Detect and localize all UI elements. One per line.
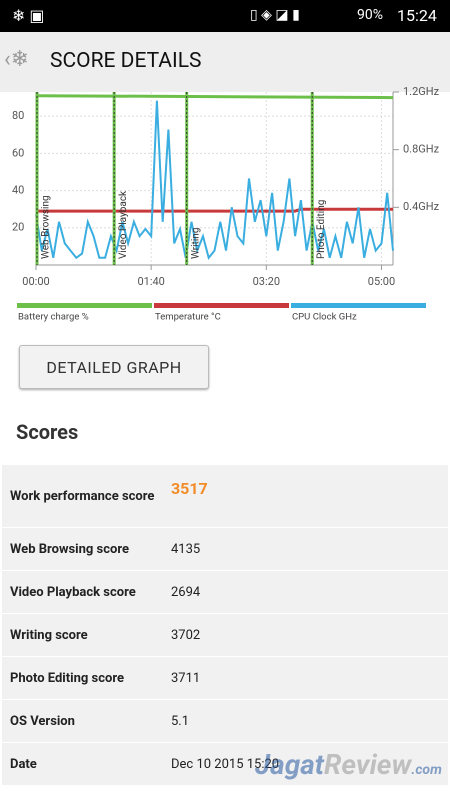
score-row: Web Browsing score 4135 xyxy=(2,528,448,571)
score-value: Dec 10 2015 15:20 xyxy=(171,756,280,772)
score-label: Video Playback score xyxy=(10,584,136,600)
clock: 15:24 xyxy=(397,6,437,25)
section-label: Writing xyxy=(190,228,201,259)
back-button[interactable]: ‹❄ xyxy=(4,47,30,72)
section-label: Web Browsing xyxy=(41,195,52,259)
legend-label: Battery charge % xyxy=(18,312,89,323)
score-row: Photo Editing score 3711 xyxy=(2,657,448,700)
score-row: Writing score 3702 xyxy=(2,614,448,657)
score-value: 4135 xyxy=(171,541,201,557)
y-tick-label: 60 xyxy=(12,146,24,159)
battery-text: 90% xyxy=(357,7,383,23)
x-tick-label: 03:20 xyxy=(253,275,280,288)
title: SCORE DETAILS xyxy=(50,49,202,73)
score-label: Date xyxy=(10,756,37,772)
watermark-part: Review xyxy=(323,748,412,781)
y2-tick-label: 0.8GHz xyxy=(403,143,440,156)
x-tick-label: 05:00 xyxy=(368,275,395,288)
series-line xyxy=(35,100,394,260)
y-tick-label: 40 xyxy=(12,183,24,196)
legend-swatch xyxy=(291,303,426,308)
legend-label: Temperature °C xyxy=(155,312,221,323)
x-tick-label: 00:00 xyxy=(22,275,49,288)
status-icons: ❄ ▣ xyxy=(12,6,45,25)
series-line xyxy=(35,94,394,100)
section-label: Video Playback xyxy=(118,190,129,259)
series-line xyxy=(36,207,393,213)
score-value: 2694 xyxy=(171,584,201,600)
detailed-graph-button[interactable]: DETAILED GRAPH xyxy=(19,345,209,389)
scores-table: Work performance score 3517 Web Browsing s… xyxy=(2,465,448,786)
score-value: 3702 xyxy=(171,627,201,643)
legend-label: CPU Clock GHz xyxy=(292,312,357,323)
watermark-part: Jagat xyxy=(255,748,324,781)
app-bar: ‹❄ SCORE DETAILS xyxy=(0,32,450,92)
score-label: Writing score xyxy=(10,627,88,643)
section-label: Photo Editing xyxy=(316,200,327,259)
score-label: Photo Editing score xyxy=(10,670,124,686)
chart: 20 40 60 80 0.4GHz 0.8GHz 1.2GHz 00:00 01:40 03:2… xyxy=(12,85,440,323)
legend-swatch xyxy=(17,303,152,308)
legend-swatch xyxy=(154,303,289,308)
score-row: Work performance score 3517 xyxy=(2,465,448,528)
score-label: OS Version xyxy=(10,713,75,729)
score-label: Work performance score xyxy=(10,488,155,504)
scores-heading: Scores xyxy=(16,420,79,444)
y2-tick-label: 0.4GHz xyxy=(403,200,440,213)
status-bar: ❄ ▣ ▯ ◈ ◪ ▮ 90% 15:24 xyxy=(0,0,450,32)
x-tick-label: 01:40 xyxy=(137,275,164,288)
signal-icons: ▯ ◈ ◪ ▮ xyxy=(250,7,300,23)
y-tick-label: 80 xyxy=(12,109,24,122)
score-row: Date Dec 10 2015 15:20 xyxy=(2,743,448,786)
score-value: 3517 xyxy=(171,479,208,498)
score-value: 3711 xyxy=(171,670,201,686)
watermark-part: .com xyxy=(411,762,442,778)
watermark: JagatReview.com xyxy=(255,748,442,781)
score-row: OS Version 5.1 xyxy=(2,700,448,743)
y-tick-label: 20 xyxy=(12,221,24,234)
score-value: 5.1 xyxy=(171,713,190,729)
score-row: Video Playback score 2694 xyxy=(2,571,448,614)
y2-tick-label: 1.2GHz xyxy=(403,85,440,98)
score-label: Web Browsing score xyxy=(10,541,130,557)
